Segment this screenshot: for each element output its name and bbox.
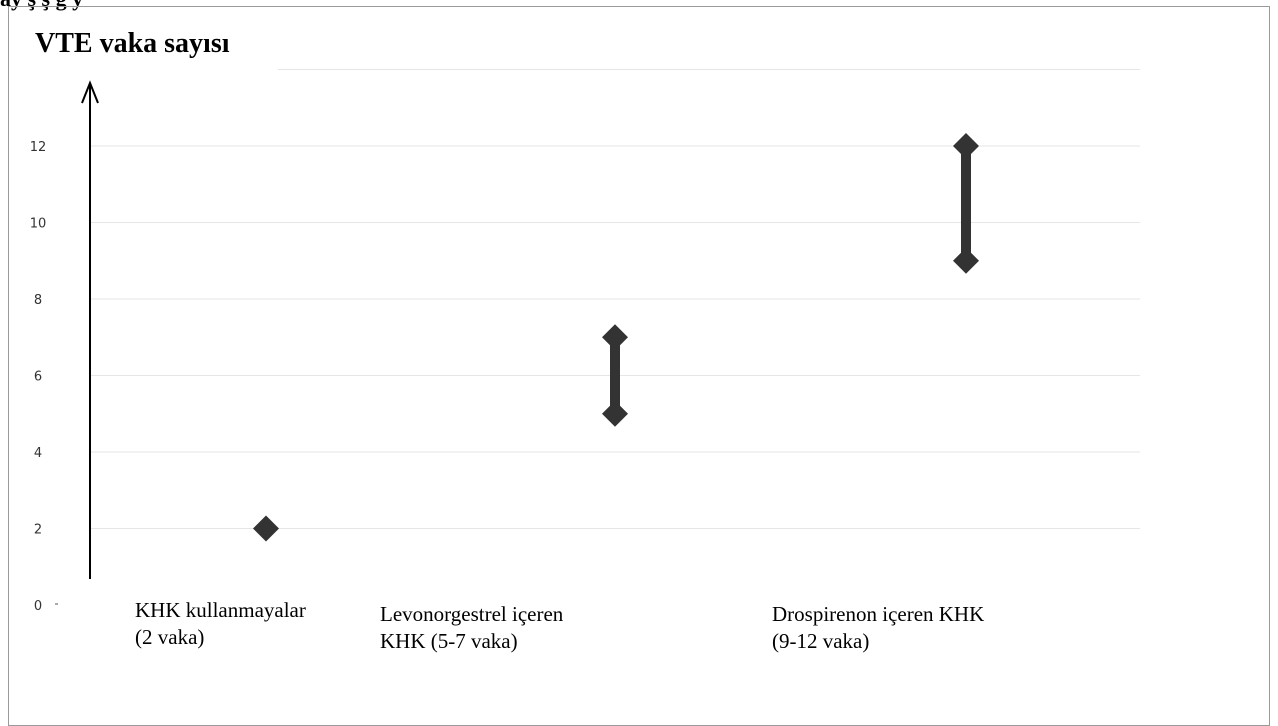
category-label-3: Drospirenon içeren KHK (9-12 vaka) <box>772 601 984 655</box>
y-tick-label-0: 0 <box>34 599 42 614</box>
y-tick-label-6: 6 <box>34 370 42 385</box>
marker-max-3 <box>953 133 979 159</box>
chart-title: VTE vaka sayısı <box>35 28 230 59</box>
category-label-3-line2: (9-12 vaka) <box>772 629 870 653</box>
marker-max-2 <box>602 324 628 351</box>
category-label-2: Levonorgestrel içeren KHK (5-7 vaka) <box>380 601 563 655</box>
y-tick-label-2: 2 <box>34 523 42 538</box>
category-label-3-line1: Drospirenon içeren KHK <box>772 602 985 626</box>
y-tick-label-12: 12 <box>30 140 47 155</box>
category-label-2-line2: KHK (5-7 vaka) <box>380 629 518 653</box>
marker-min-3 <box>953 247 979 274</box>
y-tick-label-10: 10 <box>30 217 47 232</box>
marker-min-2 <box>602 400 628 427</box>
category-label-2-line1: Levonorgestrel içeren <box>380 602 564 626</box>
category-label-1-line2: (2 vaka) <box>135 625 205 649</box>
y-tick-label-8: 8 <box>34 293 42 308</box>
category-label-1-line1: KHK kullanmayalar <box>135 598 306 622</box>
y-axis-arrowhead <box>81 80 99 104</box>
cut-off-header-text: ay ş ş g y <box>0 0 83 12</box>
category-label-1: KHK kullanmayalar (2 vaka) <box>135 597 306 651</box>
y-tick-label-4: 4 <box>34 446 42 461</box>
marker-point-1 <box>253 515 279 542</box>
